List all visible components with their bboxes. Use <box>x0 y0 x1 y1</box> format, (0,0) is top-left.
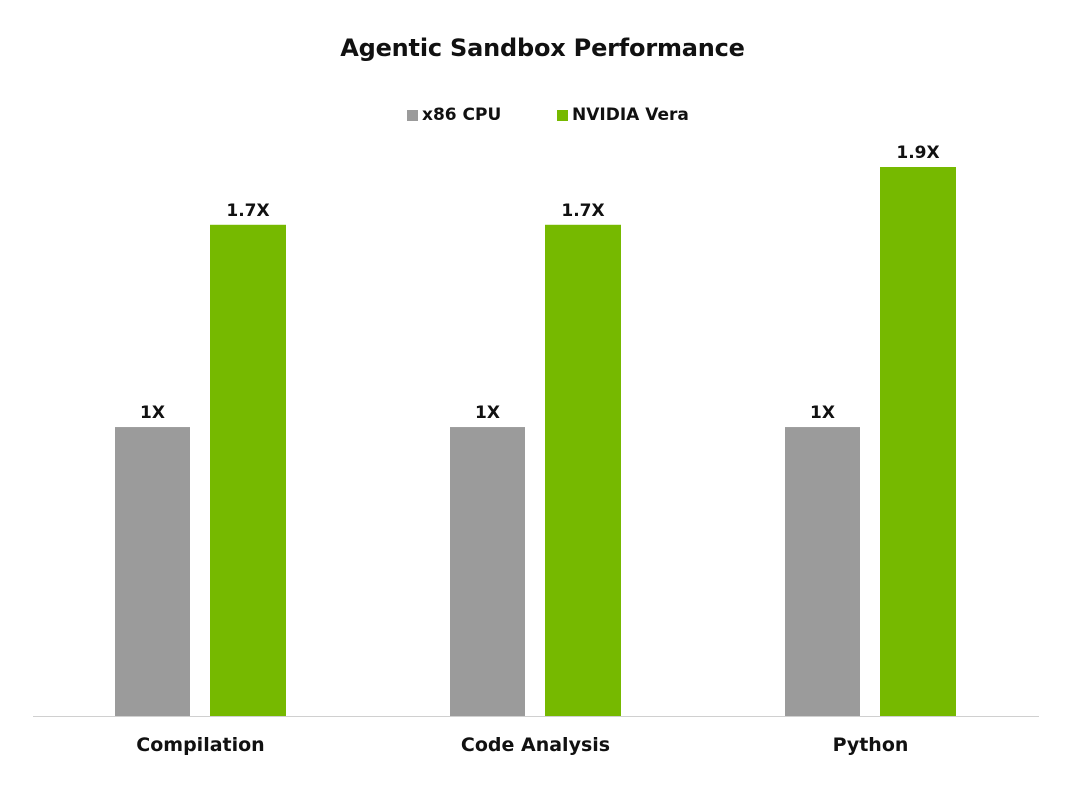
legend-label-nvidia-vera: NVIDIA Vera <box>572 105 689 125</box>
bar-code-analysis-x86-cpu <box>450 427 525 716</box>
bar-value-label: 1X <box>140 403 165 423</box>
chart-title: Agentic Sandbox Performance <box>340 34 745 62</box>
category-label-compilation: Compilation <box>136 734 264 756</box>
bar-compilation-nvidia-vera <box>210 224 286 716</box>
legend-swatch-x86-cpu <box>407 110 418 121</box>
bar-value-label: 1.7X <box>561 201 604 221</box>
bar-compilation-x86-cpu <box>115 427 190 716</box>
bar-value-label: 1.9X <box>896 143 939 163</box>
bar-value-label: 1X <box>810 403 835 423</box>
bar-value-label: 1.7X <box>226 201 269 221</box>
bar-python-x86-cpu <box>785 427 860 716</box>
bar-value-label: 1X <box>475 403 500 423</box>
legend-label-x86-cpu: x86 CPU <box>422 105 502 125</box>
legend-swatch-nvidia-vera <box>557 110 568 121</box>
bar-code-analysis-nvidia-vera <box>545 224 621 716</box>
bar-python-nvidia-vera <box>880 167 956 716</box>
category-label-python: Python <box>833 734 909 756</box>
category-label-code-analysis: Code Analysis <box>461 734 610 756</box>
